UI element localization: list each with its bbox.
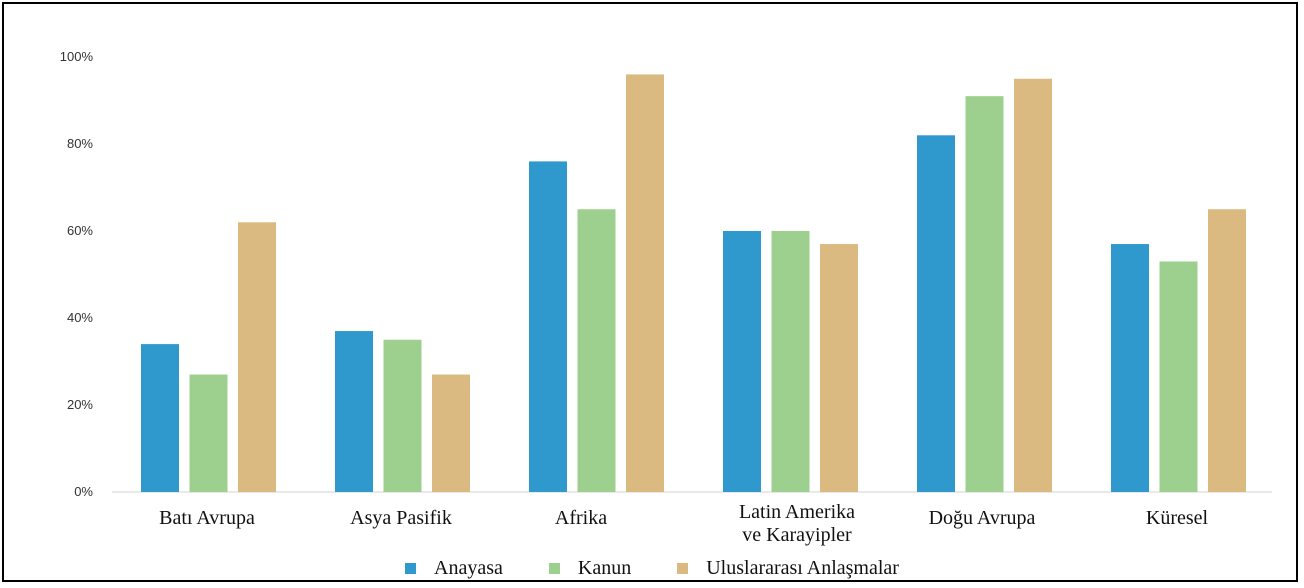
bar-kanun-2 [577, 209, 616, 492]
y-axis-ticks: 0% 20% 40% 60% 80% 100% [60, 49, 94, 499]
bar-uluslararas-anla-malar-1 [432, 374, 470, 492]
legend-label: Kanun [577, 556, 632, 579]
bar-anayasa-4 [917, 135, 955, 493]
bar-kanun-5 [1159, 261, 1198, 492]
legend: Anayasa Kanun Uluslararası Anlaşmalar [0, 553, 1304, 583]
legend-label: Anayasa [434, 556, 503, 579]
y-tick-label: 20% [67, 397, 93, 412]
y-tick-label: 100% [60, 49, 94, 64]
x-tick-label: Küresel [1146, 507, 1209, 529]
bar-uluslararas-anla-malar-2 [626, 74, 664, 493]
x-tick-label: Batı Avrupa [159, 507, 255, 529]
bar-anayasa-2 [529, 161, 567, 492]
bar-uluslararas-anla-malar-5 [1208, 209, 1246, 492]
bar-uluslararas-anla-malar-3 [820, 244, 858, 492]
legend-item: Kanun [548, 556, 632, 580]
bar-uluslararas-anla-malar-4 [1014, 78, 1052, 492]
bar-anayasa-3 [723, 231, 761, 492]
bar-kanun-0 [189, 374, 228, 492]
bar-anayasa-5 [1111, 244, 1149, 492]
bar-kanun-3 [771, 231, 810, 492]
bar-kanun-4 [965, 96, 1004, 493]
y-tick-label: 80% [67, 136, 93, 151]
x-tick-label: Asya Pasifik [350, 507, 452, 529]
x-tick-label: Doğu Avrupa [929, 507, 1036, 529]
legend-swatch [548, 562, 560, 574]
y-tick-label: 40% [67, 310, 93, 325]
x-tick-label: Latin Amerika ve Karayipler [739, 501, 855, 546]
legend-label: Uluslararası Anlaşmalar [706, 556, 899, 579]
y-tick-label: 0% [74, 484, 93, 499]
bar-kanun-1 [383, 339, 422, 492]
y-tick-label: 60% [67, 223, 93, 238]
bar-uluslararas-anla-malar-0 [238, 222, 276, 493]
bar-anayasa-0 [141, 344, 179, 492]
x-axis-labels: Batı Avrupa Asya Pasifik Afrika Latin Ameri… [159, 501, 1208, 546]
x-tick-label: Afrika [555, 507, 607, 529]
legend-item: Anayasa [405, 557, 503, 580]
legend-swatch [677, 562, 689, 574]
legend-item: Uluslararası Anlaşmalar [677, 557, 899, 580]
bar-anayasa-1 [335, 331, 373, 492]
bars-group [141, 74, 1246, 493]
legend-swatch [405, 562, 417, 574]
